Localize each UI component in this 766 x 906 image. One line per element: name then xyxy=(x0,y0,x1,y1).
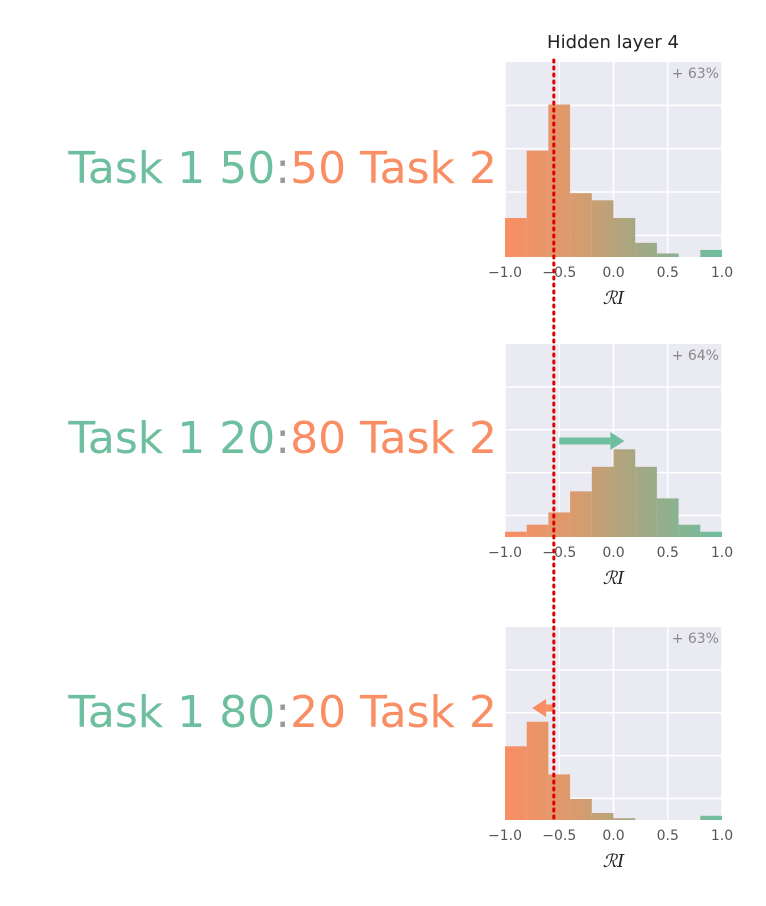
histogram-bar xyxy=(635,242,657,257)
x-tick-label: 0.5 xyxy=(657,265,679,281)
histogram-bar xyxy=(505,218,527,257)
histogram-bar xyxy=(613,818,636,820)
x-tick-label: −0.5 xyxy=(542,265,576,281)
row-label-task2: 50 Task 2 xyxy=(290,143,497,194)
x-tick-label: 1.0 xyxy=(711,545,733,561)
x-axis-label: ℛI xyxy=(603,288,625,309)
x-tick-label: −1.0 xyxy=(488,828,522,844)
histogram-bar xyxy=(613,449,636,537)
histogram-bar xyxy=(591,466,614,537)
x-tick-label: 0.5 xyxy=(657,828,679,844)
row-label: Task 1 50:50 Task 2 xyxy=(67,143,497,194)
histogram-bar xyxy=(613,218,636,257)
x-tick-label: −0.5 xyxy=(542,828,576,844)
histogram-bar xyxy=(505,746,527,820)
histogram-bar xyxy=(548,774,571,820)
row-label: Task 1 20:80 Task 2 xyxy=(67,413,497,464)
row-label-task1: Task 1 50 xyxy=(67,143,275,194)
x-tick-label: −0.5 xyxy=(542,545,576,561)
histogram-panel-2: −1.0 −0.5 0.0 0.5 1.0 ℛI + 64% Task 1 20:80 Tas… xyxy=(67,344,733,589)
histogram-bar xyxy=(505,531,527,537)
shift-arrow xyxy=(532,699,554,717)
x-axis-label: ℛI xyxy=(603,568,625,589)
histogram-bar xyxy=(526,524,549,537)
histogram-bar xyxy=(678,524,701,537)
figure-title: Hidden layer 4 xyxy=(547,32,679,53)
row-label-task2: 80 Task 2 xyxy=(290,413,497,464)
histogram-bar xyxy=(570,798,592,820)
histogram-bar xyxy=(656,253,679,257)
histogram-bar xyxy=(526,721,549,820)
histogram-panel-3: −1.0 −0.5 0.0 0.5 1.0 ℛI + 63% Task 1 80:20 Tas… xyxy=(67,627,733,872)
shift-arrow xyxy=(559,432,625,450)
row-label-separator: : xyxy=(275,143,290,194)
histogram-bar xyxy=(700,249,722,257)
histogram-bar xyxy=(548,512,571,537)
histogram-bar xyxy=(700,815,722,820)
x-tick-label: 0.0 xyxy=(602,265,624,281)
histogram-bar xyxy=(591,812,614,820)
row-label-task2: 20 Task 2 xyxy=(290,687,497,738)
histogram-bar xyxy=(570,193,592,257)
row-label-task1: Task 1 80 xyxy=(67,687,275,738)
histogram-panel-1: −1.0 −0.5 0.0 0.5 1.0 ℛI + 63% Task 1 50:50 Tas… xyxy=(67,62,733,309)
row-label-separator: : xyxy=(275,687,290,738)
x-tick-label: 1.0 xyxy=(711,265,733,281)
x-tick-label: 0.5 xyxy=(657,545,679,561)
percentage-annotation: + 63% xyxy=(672,66,719,82)
histogram-bar xyxy=(570,491,592,537)
percentage-annotation: + 63% xyxy=(672,631,719,647)
histogram-bar xyxy=(526,150,549,257)
row-label-task1: Task 1 20 xyxy=(67,413,275,464)
x-axis-label: ℛI xyxy=(603,851,625,872)
row-label-separator: : xyxy=(275,413,290,464)
x-tick-label: 1.0 xyxy=(711,828,733,844)
x-tick-label: 0.0 xyxy=(602,828,624,844)
histogram-bar xyxy=(548,104,571,257)
x-tick-label: 0.0 xyxy=(602,545,624,561)
histogram-bar xyxy=(635,466,657,537)
histogram-bar xyxy=(656,498,679,537)
x-tick-label: −1.0 xyxy=(488,545,522,561)
histogram-bar xyxy=(591,200,614,257)
row-label: Task 1 80:20 Task 2 xyxy=(67,687,497,738)
x-tick-label: −1.0 xyxy=(488,265,522,281)
percentage-annotation: + 64% xyxy=(672,348,719,364)
histogram-bar xyxy=(700,531,722,537)
